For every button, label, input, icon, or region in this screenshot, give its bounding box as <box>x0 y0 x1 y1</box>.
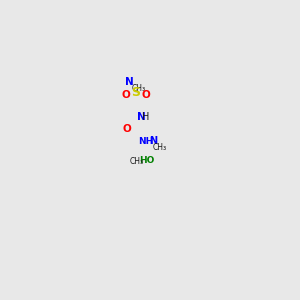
Text: N: N <box>150 136 158 146</box>
Text: CH₃: CH₃ <box>130 158 144 166</box>
Text: HO: HO <box>139 156 154 165</box>
Text: S: S <box>131 86 140 99</box>
Text: O: O <box>123 124 131 134</box>
Text: CH₃: CH₃ <box>153 143 167 152</box>
Text: O: O <box>142 90 150 100</box>
Text: N: N <box>125 76 134 87</box>
Text: O: O <box>122 90 130 100</box>
Text: CH₃: CH₃ <box>132 83 146 92</box>
Text: N: N <box>137 112 146 122</box>
Text: H: H <box>142 112 150 122</box>
Text: NH: NH <box>138 137 153 146</box>
